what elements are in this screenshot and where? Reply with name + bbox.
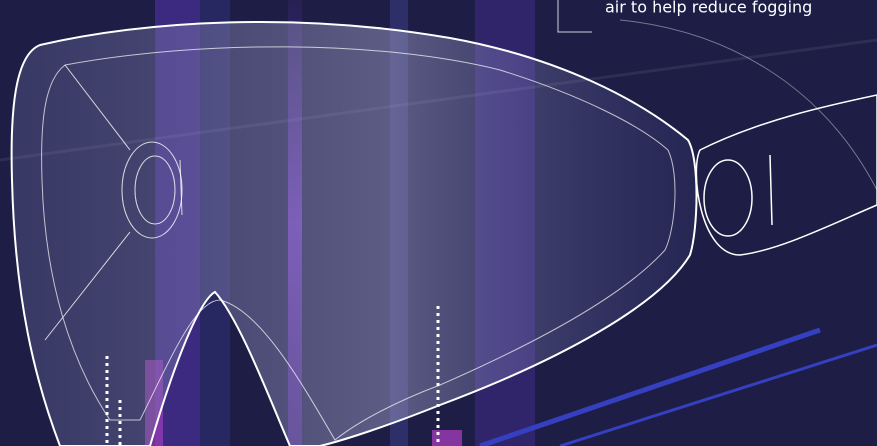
strap-right xyxy=(619,19,877,256)
goggle-frame xyxy=(10,20,698,446)
hinge-left xyxy=(44,64,183,341)
lens-outline xyxy=(41,46,676,441)
callout-bracket xyxy=(557,0,592,33)
callout-text: air to help reduce fogging xyxy=(605,0,812,17)
callout-pointers xyxy=(105,306,440,446)
